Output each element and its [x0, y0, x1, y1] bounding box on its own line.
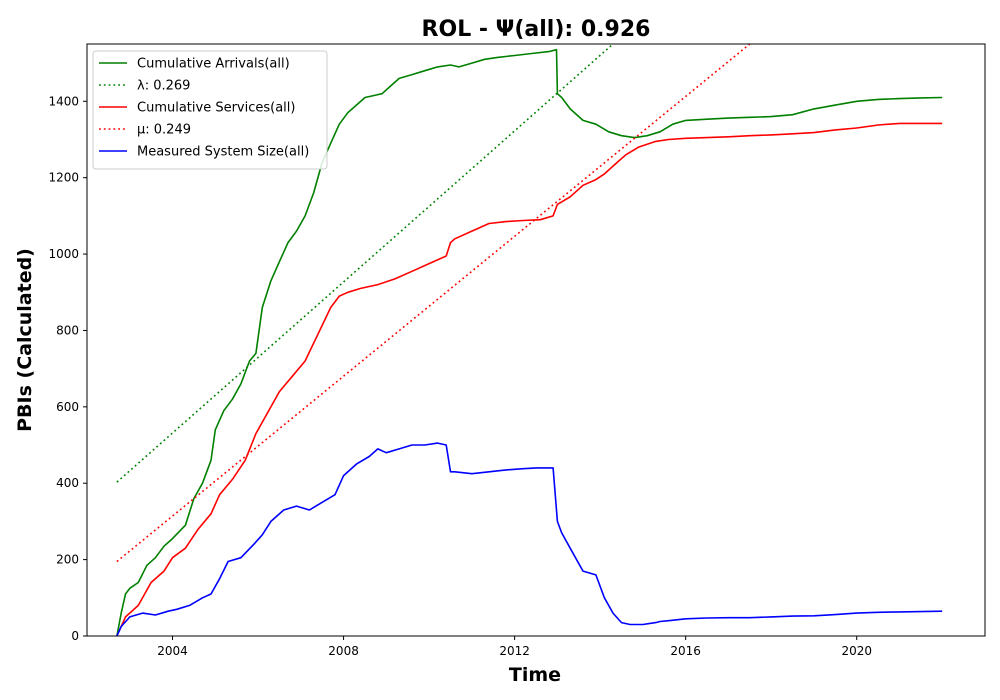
- series-line-4: [116, 442, 943, 636]
- y-tick-label: 0: [71, 629, 79, 643]
- legend-label: μ: 0.249: [137, 123, 191, 138]
- x-tick-label: 2008: [328, 644, 359, 658]
- y-tick-label: 400: [56, 476, 79, 490]
- series-line-2: [116, 122, 943, 636]
- plot-area: 2004 2008 2012 2016 2020 0 200 400 600 800 1000 120…: [48, 43, 986, 658]
- y-tick-label: 1000: [48, 247, 79, 261]
- y-tick-label: 600: [56, 400, 79, 414]
- legend-label: Measured System Size(all): [137, 145, 309, 160]
- series-line-0: [116, 48, 943, 636]
- y-tick-label: 1400: [48, 94, 79, 108]
- legend-label: Cumulative Arrivals(all): [137, 57, 290, 72]
- legend-box: [92, 50, 328, 170]
- series-line-3: [116, 44, 751, 563]
- x-tick-label: 2016: [670, 644, 701, 658]
- x-tick-label: 2012: [499, 644, 530, 658]
- x-tick-label: 2004: [157, 644, 188, 658]
- legend-label: λ: 0.269: [137, 79, 190, 94]
- axes-frame: [86, 43, 986, 637]
- x-tick-label: 2020: [841, 644, 872, 658]
- y-tick-label: 1200: [48, 171, 79, 185]
- y-tick-label: 200: [56, 553, 79, 567]
- x-axis-title: Time: [509, 664, 561, 686]
- legend-label: Cumulative Services(all): [137, 101, 295, 116]
- y-tick-label: 800: [56, 323, 79, 337]
- legend: Cumulative Arrivals(all) λ: 0.269 Cumulati…: [92, 50, 328, 170]
- series-group: [116, 44, 943, 636]
- chart-title: ROL - Ψ(all): 0.926: [422, 17, 651, 42]
- y-axis-title: PBIs (Calculated): [14, 248, 36, 432]
